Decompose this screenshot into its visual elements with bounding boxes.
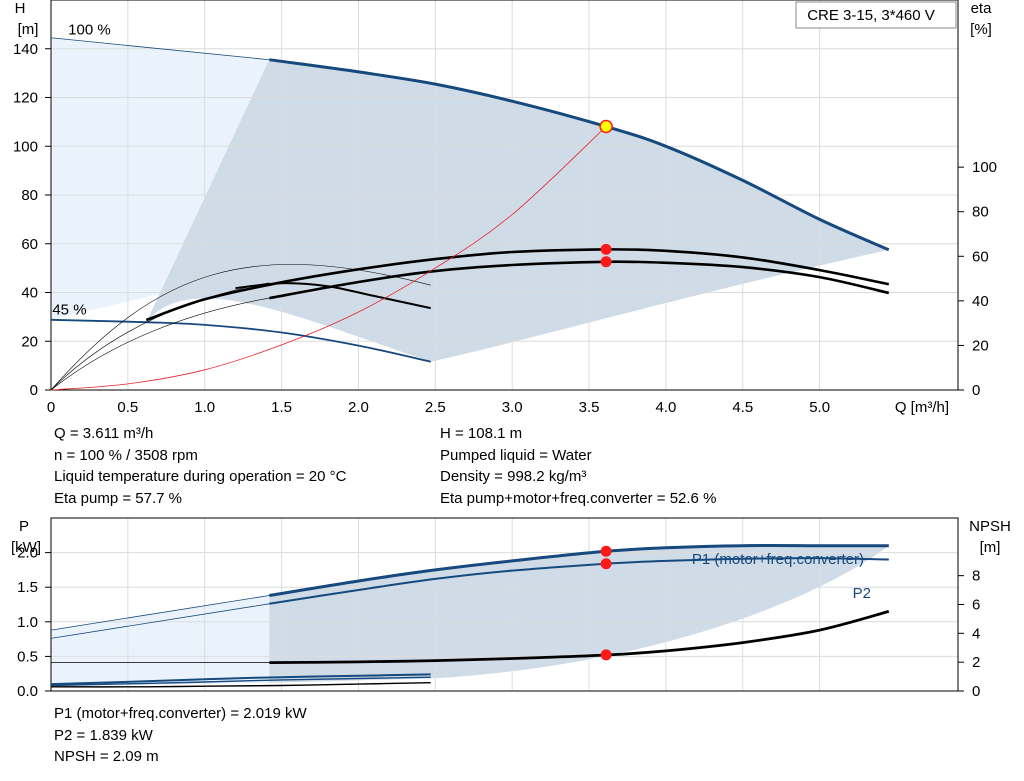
head-tick-label: 0 bbox=[30, 382, 38, 399]
head-tick-label: 120 bbox=[13, 90, 38, 107]
eta-total-marker bbox=[600, 256, 612, 268]
p2-series-label: P2 bbox=[853, 585, 871, 602]
npsh-axis-unit: [m] bbox=[980, 539, 1001, 556]
system-curve bbox=[50, 126, 607, 391]
flow-tick-label: 4.5 bbox=[732, 399, 753, 416]
head-tick-label: 140 bbox=[13, 41, 38, 58]
head-tick-label: 20 bbox=[21, 333, 38, 350]
eta-thin-line bbox=[50, 297, 270, 391]
eta-thin-line bbox=[50, 264, 431, 391]
flow-tick-label: 3.0 bbox=[502, 399, 523, 416]
power-tick-label: 2.0 bbox=[17, 545, 38, 562]
npsh-tick-label: 2 bbox=[972, 654, 980, 671]
p1-series-label: P1 (motor+freq.converter) bbox=[692, 551, 864, 568]
flow-tick-label: 0 bbox=[47, 399, 55, 416]
p2-45-curve bbox=[50, 676, 431, 687]
operating-point-marker bbox=[599, 119, 613, 134]
info-flow: Q = 3.611 m³/h bbox=[54, 425, 154, 442]
eta-axis-label: eta bbox=[971, 0, 993, 17]
head-axis-label: H bbox=[15, 0, 26, 17]
flow-tick-label: 1.5 bbox=[271, 399, 292, 416]
info-eta-pump: Eta pump = 57.7 % bbox=[54, 489, 182, 507]
pump-model-label: CRE 3-15, 3*460 V bbox=[807, 7, 935, 24]
head-100-thin-line bbox=[50, 37, 270, 61]
info-p2: P2 = 1.839 kW bbox=[54, 726, 153, 744]
info-liquid: Pumped liquid = Water bbox=[440, 446, 592, 464]
head-tick-label: 100 bbox=[13, 138, 38, 155]
info-speed: n = 100 % / 3508 rpm bbox=[54, 446, 198, 464]
power-plot: 0.0 0.5 1.0 1.5 2.0 0 2 4 6 8 P [kW] NPSH [m] P1 … bbox=[11, 517, 1011, 700]
npsh-axis-label: NPSH bbox=[969, 518, 1011, 535]
upper-info-right: H = 108.1 m Pumped liquid = Water Densit… bbox=[440, 423, 716, 509]
head-tick-label: 60 bbox=[21, 236, 38, 253]
upper-info-left: Q = 3.611 m³/h n = 100 % / 3508 rpm Liqu… bbox=[54, 423, 346, 509]
speed-label: 100 % bbox=[68, 21, 111, 38]
light-operating-area bbox=[51, 37, 270, 320]
speed-label: 45 % bbox=[52, 302, 86, 319]
eta-tick-label: 20 bbox=[972, 337, 989, 354]
eta-tick-label: 40 bbox=[972, 293, 989, 310]
npsh-45-curve bbox=[50, 682, 431, 688]
p1-marker bbox=[600, 545, 612, 557]
power-tick-label: 1.0 bbox=[17, 614, 38, 631]
head-plot: 0 20 40 60 80 100 120 140 0 20 40 60 80 100 0 0.5 1.0 1.5… bbox=[13, 0, 997, 416]
flow-tick-label: 5.0 bbox=[809, 399, 830, 416]
flow-tick-label: 3.5 bbox=[579, 399, 600, 416]
power-tick-label: 1.5 bbox=[17, 579, 38, 596]
flow-axis-label: Q [m³/h] bbox=[895, 399, 949, 416]
eta-45-curve bbox=[235, 282, 431, 310]
power-axis-label: P bbox=[19, 518, 29, 535]
npsh-tick-label: 6 bbox=[972, 597, 980, 614]
eta-thin-line bbox=[50, 282, 270, 391]
head-axis-unit: [m] bbox=[18, 21, 39, 38]
eta-tick-label: 80 bbox=[972, 204, 989, 221]
npsh-tick-label: 8 bbox=[972, 568, 980, 585]
npsh-tick-label: 4 bbox=[972, 625, 980, 642]
info-npsh: NPSH = 2.09 m bbox=[54, 748, 159, 765]
power-axis-unit: [kW] bbox=[11, 539, 41, 556]
eta-tick-label: 100 bbox=[972, 159, 997, 176]
p2-marker bbox=[600, 558, 612, 570]
flow-tick-label: 0.5 bbox=[117, 399, 138, 416]
flow-tick-label: 2.0 bbox=[348, 399, 369, 416]
power-tick-label: 0.0 bbox=[17, 683, 38, 700]
power-tick-label: 0.5 bbox=[17, 648, 38, 665]
eta-tick-label: 0 bbox=[972, 382, 980, 399]
flow-tick-label: 1.0 bbox=[194, 399, 215, 416]
info-temperature: Liquid temperature during operation = 20… bbox=[54, 468, 347, 485]
head-45-curve bbox=[50, 318, 431, 363]
eta-axis-unit: [%] bbox=[970, 21, 992, 38]
head-tick-label: 40 bbox=[21, 285, 38, 302]
power-thin-line bbox=[50, 603, 270, 639]
npsh-marker bbox=[600, 649, 612, 661]
p1-45-curve bbox=[50, 673, 431, 686]
eta-pump-marker bbox=[600, 243, 612, 255]
light-power-area bbox=[51, 595, 270, 687]
info-p1: P1 (motor+freq.converter) = 2.019 kW bbox=[54, 705, 307, 722]
flow-tick-label: 2.5 bbox=[425, 399, 446, 416]
eta-tick-label: 60 bbox=[972, 248, 989, 265]
flow-tick-label: 4.0 bbox=[655, 399, 676, 416]
info-eta-total: Eta pump+motor+freq.converter = 52.6 % bbox=[440, 489, 717, 507]
npsh-tick-label: 0 bbox=[972, 683, 980, 700]
power-thin-line bbox=[50, 595, 270, 631]
eta-pump-curve bbox=[145, 248, 890, 322]
lower-info: P1 (motor+freq.converter) = 2.019 kW P2 … bbox=[54, 703, 307, 768]
info-density: Density = 998.2 kg/m³ bbox=[440, 468, 587, 485]
info-head: H = 108.1 m bbox=[440, 425, 523, 442]
dark-operating-area bbox=[146, 59, 889, 362]
pump-model-box bbox=[795, 1, 957, 29]
head-tick-label: 80 bbox=[21, 187, 38, 204]
